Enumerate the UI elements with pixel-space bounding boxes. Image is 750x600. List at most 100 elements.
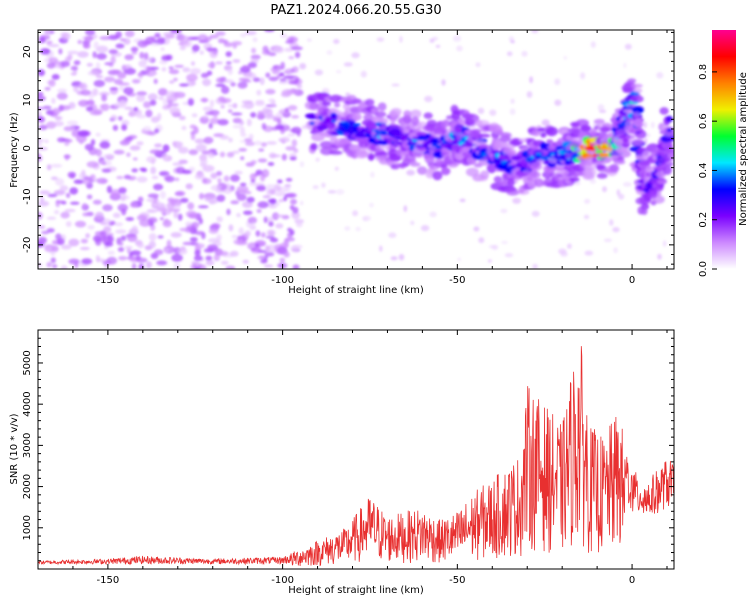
- spectrogram-blob: [388, 232, 397, 238]
- spectrogram-blob: [284, 107, 289, 113]
- spectrogram-blob: [369, 202, 374, 208]
- spectrogram-blob: [136, 114, 147, 119]
- spectrogram-blob: [199, 50, 204, 55]
- spectrogram-blob: [65, 221, 72, 227]
- spectrogram-blob: [426, 119, 438, 128]
- spectrogram-blob: [226, 208, 231, 216]
- spectrogram-blob: [246, 196, 255, 203]
- spectrogram-blob: [263, 171, 270, 176]
- spectrogram-blob: [526, 91, 533, 98]
- spectrogram-blob: [209, 117, 220, 125]
- spectrogram-blob: [38, 142, 43, 147]
- spectrogram-blob: [80, 89, 92, 96]
- spectrogram-blob: [363, 114, 375, 121]
- spectrogram-blob: [331, 119, 337, 123]
- spectrogram-blob: [473, 226, 480, 232]
- spectrogram-blob: [86, 106, 94, 112]
- spectrogram-blob: [209, 34, 219, 39]
- spectrogram-blob: [266, 141, 277, 145]
- spectrogram-blob: [106, 232, 114, 236]
- y-tick-label: 4000: [22, 391, 33, 416]
- spectrogram-blob: [343, 62, 353, 67]
- spectrogram-blob: [580, 126, 591, 131]
- spectrogram-blob: [233, 239, 243, 245]
- spectrogram-blob: [631, 138, 645, 146]
- spectrogram-blob: [67, 171, 77, 178]
- spectrogram-blob: [162, 98, 168, 106]
- spectrogram-blob: [266, 187, 271, 196]
- spectrogram-blob: [129, 145, 141, 151]
- spectrogram-blob: [55, 200, 66, 204]
- spectrogram-blob: [215, 83, 226, 87]
- spectrogram-blob: [260, 232, 266, 238]
- spectrogram-blob: [84, 143, 94, 151]
- spectrogram-blob: [60, 211, 70, 219]
- spectrogram-blob: [435, 44, 441, 48]
- spectrogram-blob: [162, 153, 169, 161]
- spectrogram-blob: [78, 83, 86, 89]
- spectrogram-blob: [175, 92, 184, 98]
- spectrogram-blob: [333, 39, 340, 44]
- figure-title: PAZ1.2024.066.20.55.G30: [270, 3, 441, 18]
- spectrogram-blob: [264, 245, 270, 253]
- spectrogram-blob: [207, 244, 219, 251]
- spectrogram-blob: [211, 223, 221, 229]
- spectrogram-blob: [600, 146, 609, 151]
- spectrogram-blob: [123, 67, 136, 75]
- spectrogram-blob: [389, 111, 401, 119]
- spectrogram-blob: [424, 158, 436, 163]
- spectrogram-blob: [174, 64, 184, 68]
- spectrogram-blob: [119, 85, 124, 91]
- spectrogram-blob: [501, 241, 508, 244]
- spectrogram-blob: [38, 262, 43, 268]
- spectrogram-blob: [531, 30, 539, 34]
- spectrogram-blob: [236, 193, 247, 201]
- spectrogram-blob: [278, 199, 284, 203]
- spectrogram-blob: [164, 175, 175, 183]
- colorbar-tick-label: 0.8: [698, 64, 709, 80]
- x-tick-label: -150: [97, 575, 120, 586]
- spectrogram-blob: [198, 40, 209, 44]
- spectrogram-blob: [532, 263, 538, 269]
- spectrogram-blob: [147, 209, 155, 213]
- spectrogram-blob: [157, 112, 162, 121]
- spectrogram-y-ticks: -20 -10 0 10 20: [22, 31, 674, 265]
- spectrogram-blob: [216, 216, 223, 223]
- spectrogram-blob: [580, 72, 586, 80]
- spectrogram-blob: [96, 177, 108, 184]
- spectrogram-blob: [94, 211, 104, 220]
- spectrogram-blob: [41, 230, 50, 235]
- spectrogram-blob: [133, 107, 139, 112]
- y-tick-label: 10: [22, 94, 33, 107]
- spectrogram-blob: [145, 261, 152, 269]
- spectrogram-blob: [131, 225, 138, 234]
- spectrogram-blob: [106, 185, 113, 194]
- spectrogram-blob: [589, 179, 597, 184]
- spectrogram-blob: [429, 211, 437, 218]
- spectrogram-blob: [104, 76, 116, 83]
- spectrogram-blob: [285, 177, 293, 182]
- spectrogram-blob: [217, 38, 226, 44]
- spectrogram-blob: [440, 167, 451, 176]
- spectrogram-blob: [327, 190, 337, 194]
- spectrogram-blob: [143, 101, 152, 109]
- spectrogram-blob: [663, 240, 667, 247]
- spectrogram-blob: [599, 126, 610, 133]
- spectrogram-blob: [240, 104, 249, 109]
- spectrogram-blob: [124, 245, 133, 250]
- spectrogram-blob: [391, 83, 400, 87]
- spectrogram-blob: [487, 259, 492, 263]
- spectrogram-blob: [252, 77, 261, 82]
- spectrogram-blob: [50, 176, 58, 181]
- spectrogram-blob: [394, 136, 403, 140]
- spectrogram-blob: [193, 255, 203, 262]
- spectrogram-blob: [625, 134, 636, 140]
- spectrogram-blob: [177, 248, 188, 255]
- spectrogram-blob: [167, 197, 175, 203]
- spectrogram-blob: [217, 178, 222, 184]
- spectrogram-blob: [173, 262, 181, 269]
- spectrogram-blob: [512, 197, 521, 204]
- spectrogram-blob: [232, 43, 237, 49]
- spectrogram-blob: [158, 88, 168, 96]
- spectrogram-blob: [226, 151, 235, 158]
